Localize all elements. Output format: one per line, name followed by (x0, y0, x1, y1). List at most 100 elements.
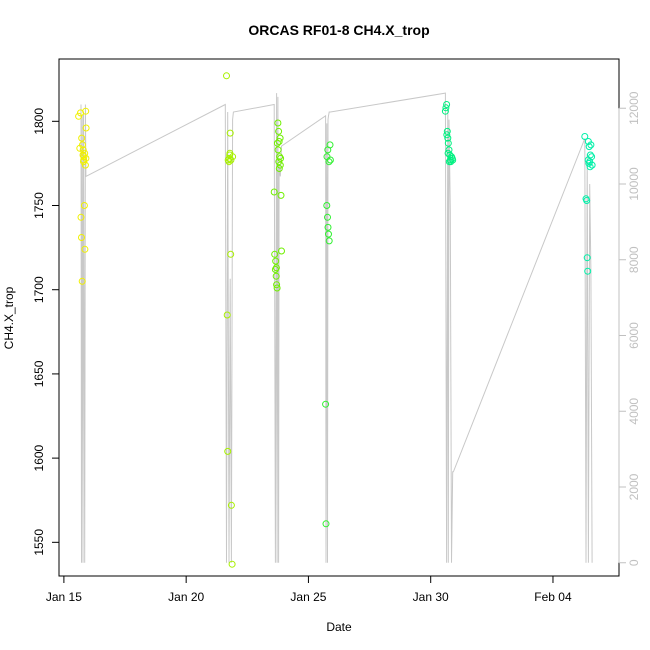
data-point-s0 (81, 245, 89, 253)
background-series-line (80, 92, 593, 563)
y-tick-label: 1700 (32, 276, 46, 303)
y-axis-label: CH4.X_trop (2, 286, 16, 349)
y-tick-label: 1800 (32, 108, 46, 135)
data-point-s2 (270, 188, 278, 196)
x-tick-label: Jan 15 (46, 590, 82, 604)
plot-frame (58, 58, 620, 577)
data-point-s0 (80, 153, 88, 161)
y-axis-right: 0 2000 4000 6000 8000 10000 12000 (618, 91, 641, 566)
y2-tick-label: 4000 (627, 398, 641, 425)
x-axis-label: Date (326, 620, 352, 634)
y2-tick-label: 10000 (627, 167, 641, 201)
data-point-s2 (276, 134, 284, 142)
y2-tick-label: 12000 (627, 91, 641, 125)
data-point-s0 (82, 154, 90, 162)
data-point-s4 (444, 149, 452, 157)
data-point-s2 (272, 257, 280, 265)
chart-title: ORCAS RF01-8 CH4.X_trop (248, 22, 429, 38)
data-point-s3 (322, 400, 330, 408)
y2-tick-label: 0 (627, 559, 641, 566)
data-point-s5 (585, 143, 593, 151)
data-point-s4 (445, 158, 453, 166)
data-point-s5 (586, 163, 594, 171)
data-point-s3 (324, 223, 332, 231)
data-point-s2 (271, 250, 279, 258)
data-point-s5 (587, 141, 595, 149)
data-point-s1 (223, 311, 231, 319)
data-point-s5 (584, 267, 592, 275)
background-series-layer (80, 92, 593, 563)
y-tick-label: 1750 (32, 192, 46, 219)
data-point-s2 (277, 191, 285, 199)
data-point-s0 (78, 234, 85, 241)
data-point-s2 (274, 119, 282, 127)
data-point-s4 (445, 146, 453, 154)
data-point-s3 (325, 237, 333, 245)
data-point-s2 (275, 127, 283, 135)
data-point-s1 (226, 129, 234, 137)
y2-tick-label: 8000 (627, 246, 641, 273)
data-point-s5 (583, 197, 591, 204)
data-point-s0 (81, 149, 89, 157)
data-point-s5 (581, 133, 589, 140)
data-point-s0 (82, 107, 90, 115)
data-point-s2 (271, 266, 279, 273)
x-tick-label: Jan 25 (290, 590, 326, 604)
data-point-s2 (276, 161, 284, 169)
data-point-s3 (325, 158, 333, 166)
data-point-s4 (443, 131, 451, 139)
data-point-s0 (79, 146, 87, 154)
data-point-s2 (275, 158, 283, 166)
data-point-s1 (227, 156, 235, 164)
data-point-s4 (443, 101, 451, 108)
x-tick-label: Jan 30 (413, 590, 449, 604)
data-point-s4 (441, 107, 449, 115)
data-point-s4 (444, 134, 452, 142)
y-tick-label: 1650 (32, 360, 46, 387)
data-point-s1 (225, 154, 233, 162)
data-point-s1 (227, 250, 235, 258)
points-layer (75, 72, 596, 568)
data-point-s2 (278, 247, 285, 255)
data-point-s1 (223, 72, 230, 80)
data-point-s3 (323, 202, 331, 209)
data-point-s4 (449, 156, 457, 164)
y2-tick-label: 2000 (627, 473, 641, 500)
data-point-s2 (277, 154, 285, 162)
data-point-s1 (226, 149, 234, 157)
data-point-s2 (275, 165, 283, 172)
data-point-s2 (276, 153, 284, 161)
data-point-s2 (272, 272, 280, 280)
data-point-s1 (225, 158, 233, 166)
data-point-s5 (586, 151, 594, 159)
data-point-s1 (227, 501, 235, 509)
data-point-s3 (325, 230, 332, 238)
data-point-s4 (443, 127, 451, 135)
data-point-s4 (442, 104, 450, 112)
data-point-s5 (583, 254, 591, 262)
data-point-s0 (80, 156, 88, 164)
data-point-s3 (322, 520, 330, 528)
x-axis: Jan 15 Jan 20 Jan 25 Jan 30 Feb 04 (46, 575, 572, 604)
data-point-s0 (77, 213, 85, 221)
data-point-s3 (324, 146, 332, 154)
data-point-s5 (585, 159, 593, 167)
data-point-s4 (444, 139, 452, 147)
data-point-s0 (80, 202, 88, 209)
data-point-s0 (82, 124, 90, 132)
data-point-s2 (275, 138, 283, 145)
data-point-s3 (324, 213, 331, 221)
x-tick-label: Jan 20 (168, 590, 204, 604)
y-axis-left: 1550 1600 1650 1700 1750 1800 (32, 108, 60, 556)
data-point-s1 (228, 560, 236, 568)
x-tick-label: Feb 04 (534, 590, 572, 604)
data-point-s0 (78, 134, 86, 142)
data-point-s2 (272, 264, 280, 272)
y2-tick-label: 6000 (627, 322, 641, 349)
y-tick-label: 1600 (32, 444, 46, 471)
data-point-s0 (79, 141, 86, 149)
data-point-s2 (274, 146, 282, 154)
data-point-s2 (273, 281, 281, 289)
